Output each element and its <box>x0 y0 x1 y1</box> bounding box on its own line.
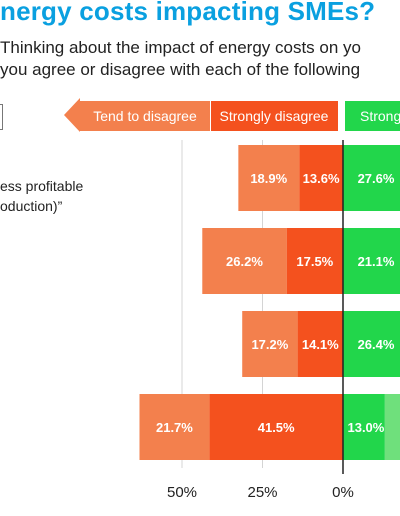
data-label-strongly-disagree: 14.1% <box>302 337 339 352</box>
data-label-tend-to-disagree: 26.2% <box>226 254 263 269</box>
bar-strongly-disagree <box>297 311 343 377</box>
data-label-strongly-disagree: 13.6% <box>303 171 340 186</box>
data-label-tend-to-disagree: 18.9% <box>250 171 287 186</box>
bar-strongly-disagree <box>286 228 343 294</box>
legend-strongly-agree-label: Strong <box>360 108 400 124</box>
bar-strongly-disagree <box>299 145 343 211</box>
data-label-strongly-agree: 26.4% <box>358 337 395 352</box>
dropdown-stub[interactable] <box>0 104 3 130</box>
x-tick-label: 0% <box>332 484 354 501</box>
data-label-strongly-disagree: 17.5% <box>296 254 333 269</box>
bar-strongly-agree <box>343 311 400 377</box>
x-tick-label: 25% <box>247 484 277 501</box>
data-label-strongly-agree: 13.0% <box>347 420 384 435</box>
data-label-strongly-agree: 21.1% <box>358 254 395 269</box>
bar-strongly-disagree <box>209 394 343 460</box>
bar-tend-to-agree <box>384 394 400 460</box>
bar-tend-to-disagree <box>238 145 300 211</box>
bar-tend-to-disagree <box>242 311 298 377</box>
bar-strongly-agree <box>343 145 400 211</box>
data-label-strongly-disagree: 41.5% <box>258 420 295 435</box>
chart-subtitle-line-2: you agree or disagree with each of the f… <box>0 60 361 79</box>
bar-strongly-agree <box>343 228 400 294</box>
legend-strongly-agree-swatch <box>345 101 400 131</box>
chart-subtitle-line-1: Thinking about the impact of energy cost… <box>0 38 361 57</box>
bar-tend-to-disagree <box>202 228 287 294</box>
data-label-tend-to-disagree: 21.7% <box>156 420 193 435</box>
legend-strongly-disagree-label: Strongly disagree <box>220 108 329 124</box>
legend-arrow <box>64 98 80 132</box>
legend-tend-to-disagree-label: Tend to disagree <box>93 108 197 124</box>
bar-strongly-agree <box>343 394 385 460</box>
data-label-tend-to-disagree: 17.2% <box>251 337 288 352</box>
x-tick-label: 50% <box>167 484 197 501</box>
legend-tend-to-disagree-swatch <box>80 101 210 131</box>
bar-tend-to-disagree <box>139 394 210 460</box>
chart-title: nergy costs impacting SMEs? <box>0 0 376 26</box>
data-label-strongly-agree: 27.6% <box>358 171 395 186</box>
question-label-line-2: oduction)” <box>0 198 63 214</box>
legend-strongly-disagree-swatch <box>211 101 338 131</box>
question-label-line-1: ess profitable <box>0 178 84 194</box>
